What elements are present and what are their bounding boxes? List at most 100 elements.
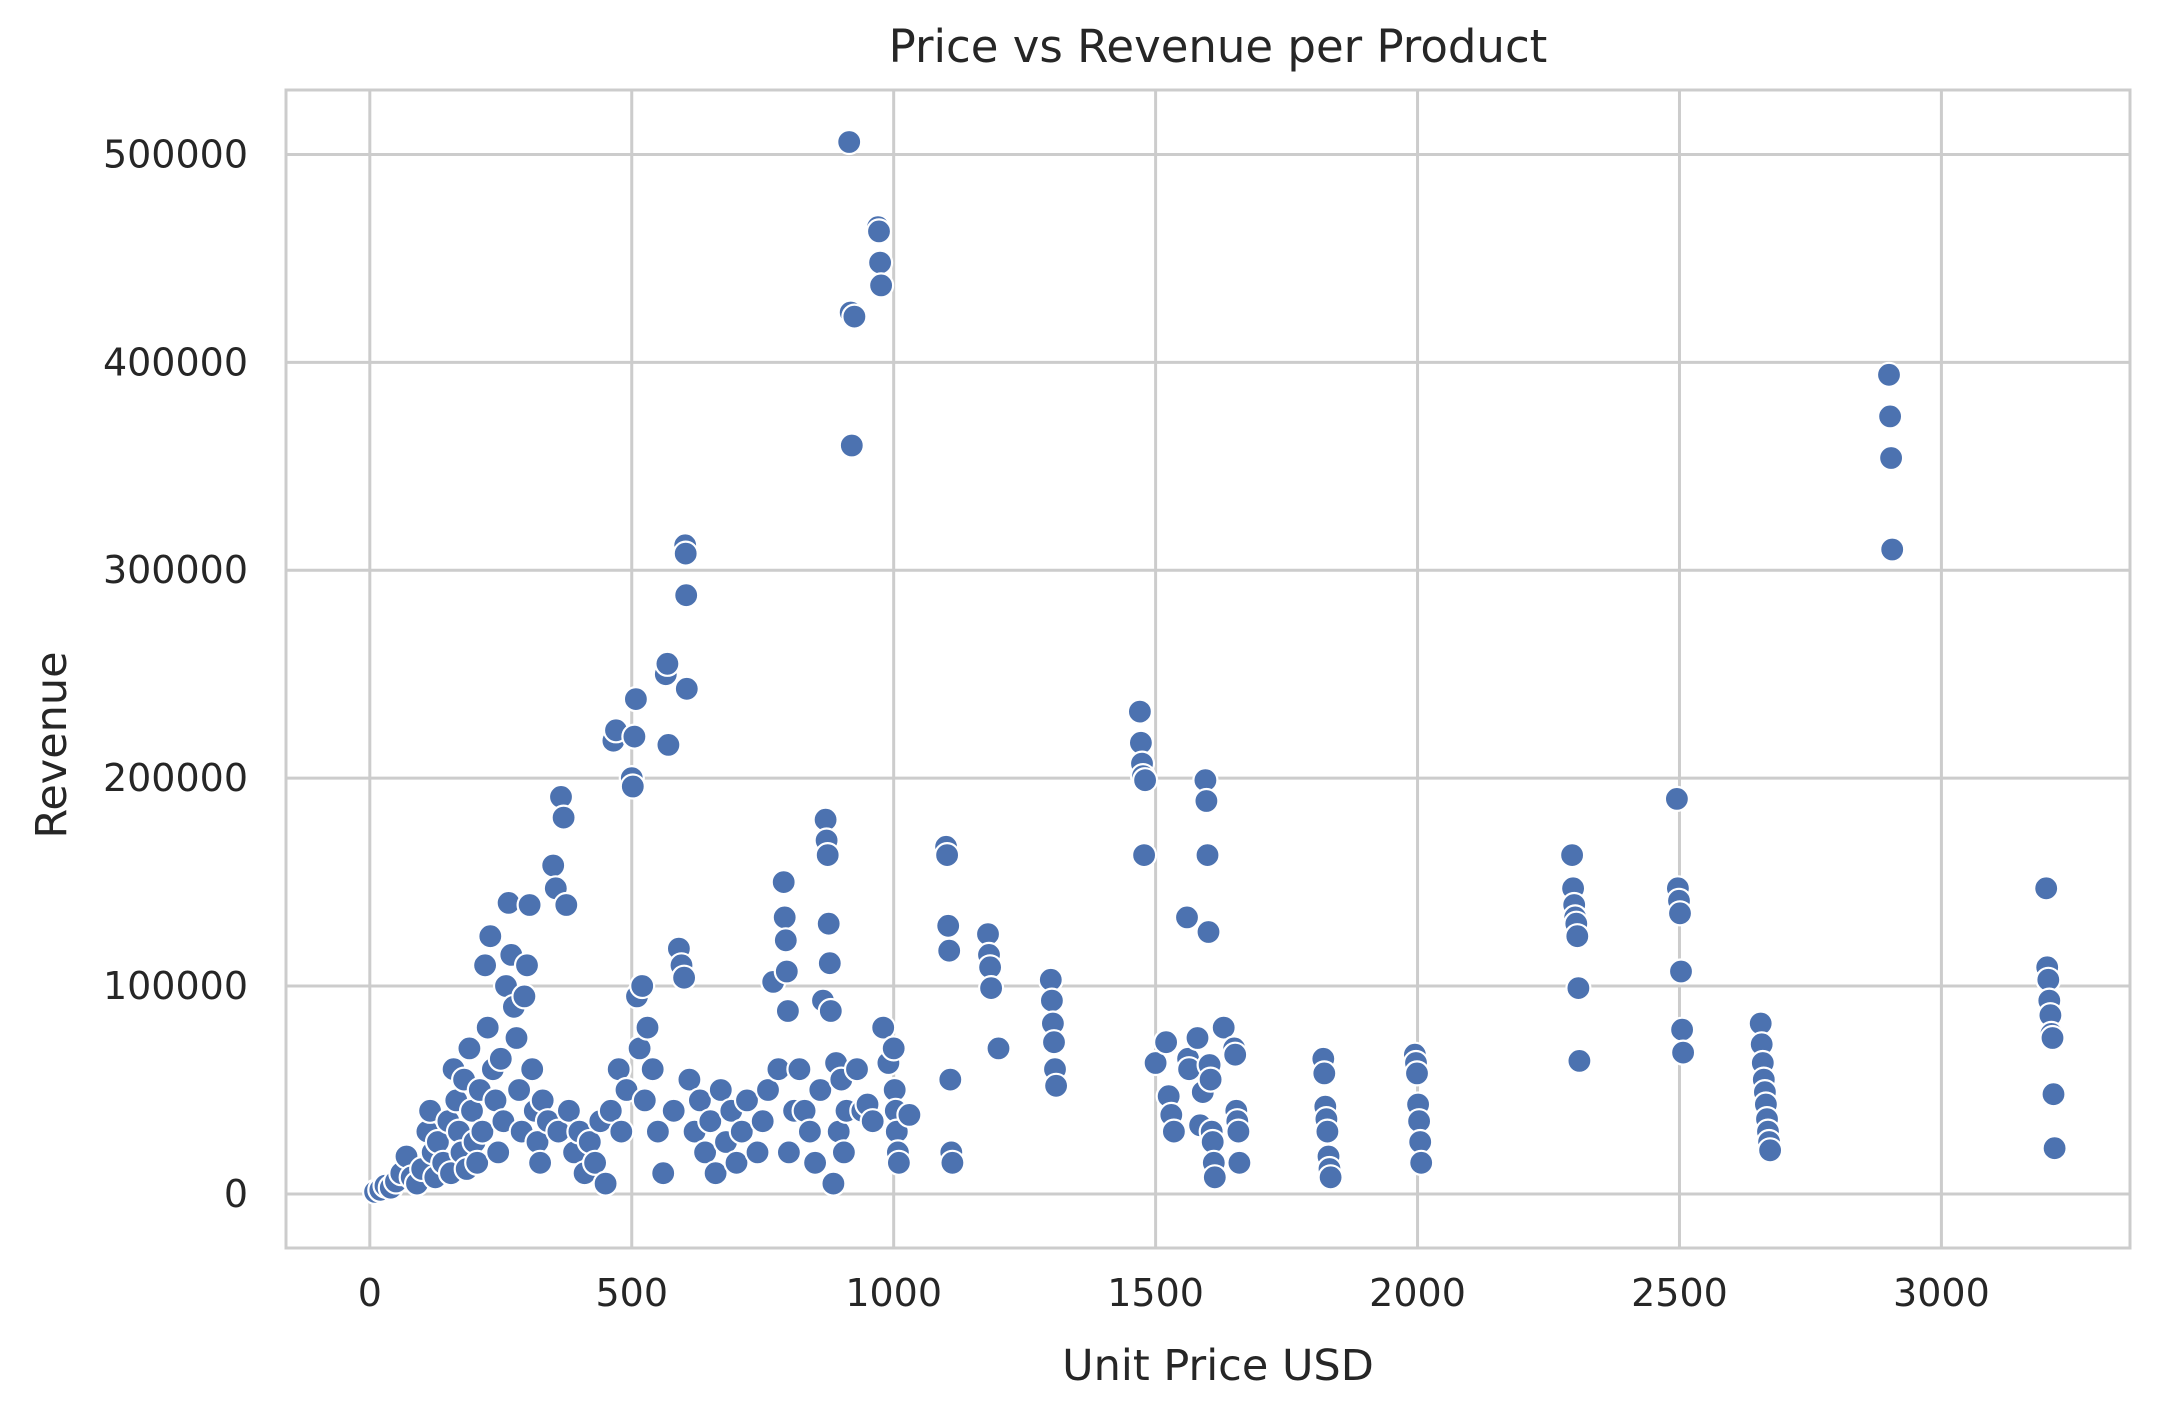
data-point <box>843 1056 871 1083</box>
data-point <box>553 891 580 919</box>
data-points <box>362 128 2068 1206</box>
data-point <box>1669 1039 1697 1066</box>
data-point <box>555 1097 583 1124</box>
data-point <box>707 1076 734 1104</box>
data-point <box>749 1108 776 1135</box>
data-point <box>1875 361 1903 388</box>
data-point <box>2033 875 2060 902</box>
data-point <box>1408 1149 1435 1176</box>
data-point <box>660 1097 687 1124</box>
data-point <box>1131 767 1159 794</box>
y-tick-label: 500000 <box>103 132 248 176</box>
data-point <box>487 1045 514 1072</box>
data-point <box>772 927 799 954</box>
data-point <box>801 1149 829 1176</box>
data-point <box>550 804 577 831</box>
data-point <box>939 1149 966 1176</box>
data-point <box>2039 1024 2066 1052</box>
data-point <box>702 1160 729 1187</box>
data-point <box>838 432 865 459</box>
data-point <box>985 1035 1012 1062</box>
data-point <box>673 582 700 609</box>
data-point <box>485 1139 512 1166</box>
data-point <box>796 1118 824 1145</box>
data-point <box>935 912 962 939</box>
data-point <box>754 1076 782 1104</box>
data-point <box>814 841 841 869</box>
x-tick-label: 1500 <box>1107 1271 1204 1315</box>
y-tick-label: 300000 <box>103 548 248 592</box>
data-point <box>691 1139 719 1166</box>
data-point <box>865 218 893 245</box>
data-point <box>1173 904 1201 931</box>
data-point <box>723 1149 750 1176</box>
data-point <box>866 249 894 276</box>
data-point <box>1668 1016 1696 1043</box>
data-point <box>519 1056 546 1083</box>
data-point <box>1666 900 1694 927</box>
x-tick-label: 500 <box>595 1271 668 1315</box>
data-point <box>1311 1060 1338 1087</box>
data-point <box>1195 918 1222 946</box>
data-point <box>744 1139 771 1166</box>
data-point <box>775 1139 803 1166</box>
data-point <box>807 1076 834 1104</box>
data-point <box>1222 1041 1249 1068</box>
y-tick-label: 100000 <box>103 964 248 1008</box>
data-point <box>1126 698 1154 725</box>
data-point <box>1877 444 1905 472</box>
data-point <box>977 974 1005 1002</box>
y-tick-label: 200000 <box>103 756 248 800</box>
grid-lines <box>286 90 2130 1248</box>
data-point <box>859 1108 886 1135</box>
data-point <box>770 868 797 896</box>
data-point <box>622 685 650 713</box>
data-point <box>1879 536 1906 563</box>
data-point <box>2041 1135 2068 1162</box>
data-point <box>937 1066 964 1093</box>
data-point <box>1201 1164 1228 1191</box>
data-point <box>1197 1066 1224 1093</box>
x-axis-label: Unit Price USD <box>1062 1341 1374 1391</box>
data-point <box>503 1024 530 1052</box>
data-point <box>1142 1049 1169 1077</box>
x-tick-label: 2000 <box>1369 1271 1466 1315</box>
data-point <box>629 972 656 1000</box>
data-point <box>841 303 868 330</box>
data-point <box>820 1170 847 1197</box>
data-point <box>836 128 863 156</box>
data-point <box>1040 1029 1068 1056</box>
data-point <box>670 964 698 991</box>
data-point <box>673 675 700 702</box>
data-point <box>513 952 541 979</box>
data-point <box>933 841 961 869</box>
data-point <box>1130 841 1158 869</box>
data-point <box>676 1066 703 1093</box>
data-point <box>773 958 800 985</box>
data-point <box>1225 1118 1252 1145</box>
data-point <box>1314 1118 1341 1145</box>
x-tick-label: 1000 <box>845 1271 942 1315</box>
data-point <box>867 272 895 299</box>
data-point <box>1564 923 1591 950</box>
data-point <box>1756 1137 1784 1164</box>
data-point <box>650 1160 677 1187</box>
data-point <box>631 1087 658 1114</box>
data-point <box>936 937 963 964</box>
data-point <box>1160 1118 1188 1145</box>
data-point <box>1565 974 1592 1002</box>
data-point <box>1317 1164 1344 1191</box>
data-point <box>1667 958 1695 985</box>
data-point <box>885 1149 913 1176</box>
x-tick-label: 3000 <box>1893 1271 1990 1315</box>
data-point <box>774 997 802 1025</box>
plot-frame <box>284 88 2132 1250</box>
data-point <box>1403 1060 1431 1087</box>
data-point <box>597 1097 624 1124</box>
data-point <box>786 1056 813 1083</box>
data-point <box>896 1101 923 1129</box>
data-point <box>1226 1149 1253 1176</box>
data-point <box>817 997 844 1025</box>
data-point <box>697 1108 724 1135</box>
